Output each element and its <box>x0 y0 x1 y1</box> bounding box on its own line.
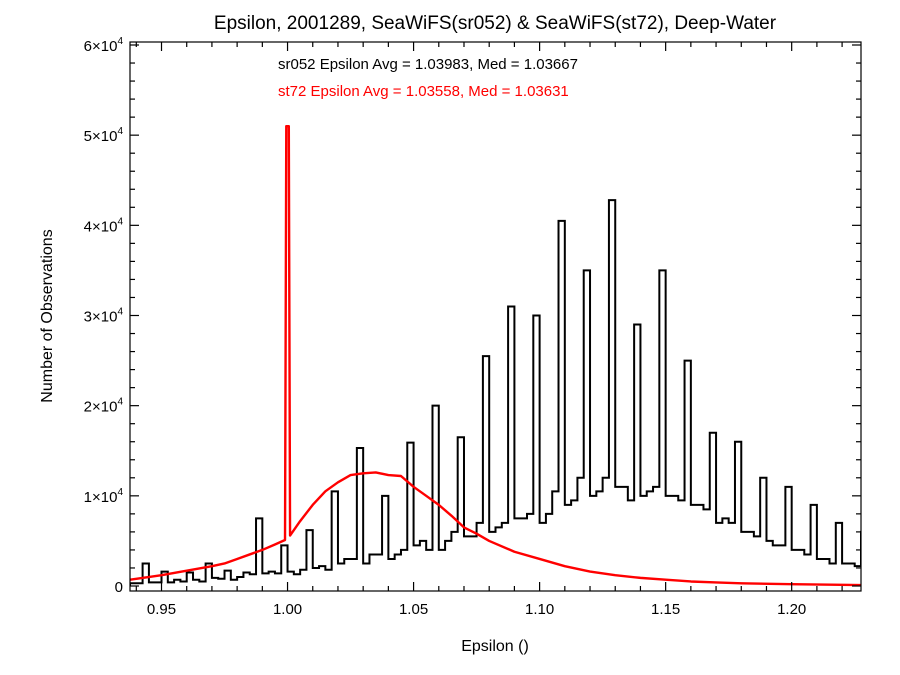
st72-annotation: st72 Epsilon Avg = 1.03558, Med = 1.0363… <box>278 83 569 100</box>
st72-histogram <box>130 124 861 587</box>
y-tick-label: 0 <box>115 579 123 596</box>
sr052-histogram <box>130 199 861 586</box>
plot-frame <box>129 41 862 592</box>
y-tick-label: 4×104 <box>84 216 124 235</box>
x-tick-label: 0.95 <box>147 601 176 618</box>
x-axis: 0.95 1.00 1.05 1.10 1.15 1.20 <box>135 42 843 618</box>
x-tick-label: 1.05 <box>399 601 428 618</box>
sr052-outline <box>130 199 861 586</box>
x-axis-label: Epsilon () <box>461 638 529 655</box>
x-tick-label: 1.00 <box>273 601 302 618</box>
x-tick-label: 1.10 <box>525 601 554 618</box>
y-tick-label: 5×104 <box>84 126 124 145</box>
y-axis-label: Number of Observations <box>39 229 56 402</box>
st72-line <box>130 124 861 587</box>
y-axis: 0 1×104 2×104 3×104 4×104 5×104 6×104 <box>84 36 861 596</box>
sr052-annotation: sr052 Epsilon Avg = 1.03983, Med = 1.036… <box>278 56 578 73</box>
y-tick-label: 3×104 <box>84 307 124 326</box>
y-tick-label: 1×104 <box>84 487 124 506</box>
y-tick-label: 2×104 <box>84 397 124 416</box>
chart-title: Epsilon, 2001289, SeaWiFS(sr052) & SeaWi… <box>214 13 777 34</box>
y-tick-label: 6×104 <box>84 36 124 55</box>
plot-clip-group <box>130 124 861 587</box>
x-tick-label: 1.15 <box>651 601 680 618</box>
x-tick-label: 1.20 <box>777 601 806 618</box>
